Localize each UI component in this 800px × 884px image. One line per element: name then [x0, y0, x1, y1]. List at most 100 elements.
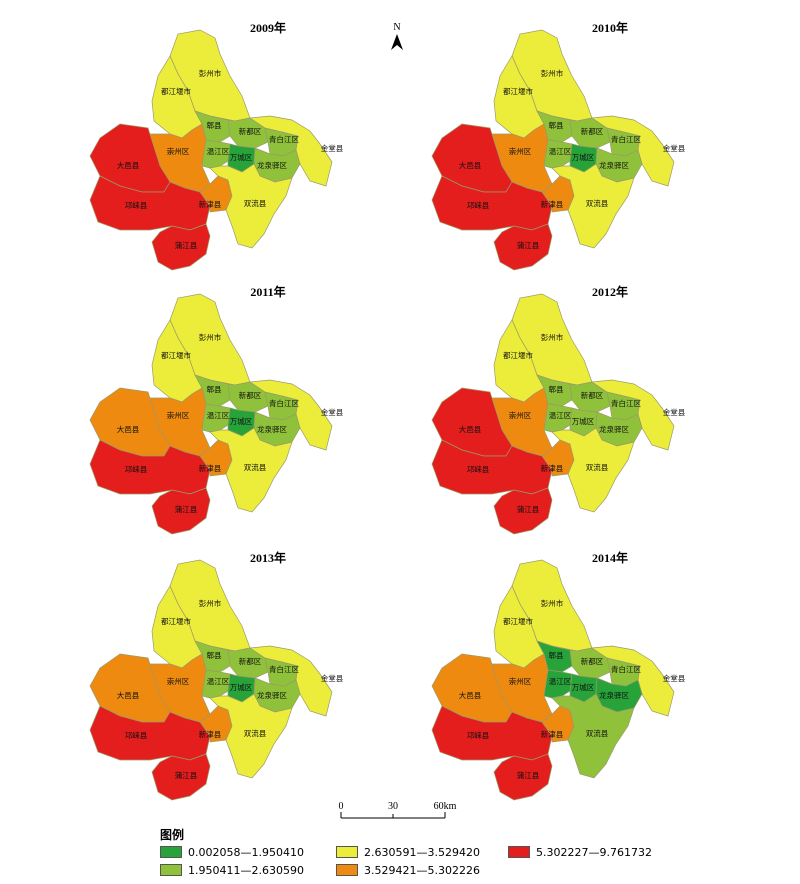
region-label-xindu: 新都区	[581, 656, 604, 666]
region-label-pixian: 郫县	[207, 384, 222, 394]
region-label-wancheng: 万城区	[572, 153, 595, 162]
region-label-xindu: 新都区	[239, 126, 262, 136]
region-label-xinjin: 新津县	[541, 199, 564, 209]
region-label-dayi: 大邑县	[459, 424, 482, 434]
region-label-qingbaijiang: 青白江区	[611, 134, 641, 144]
region-label-wancheng: 万城区	[230, 153, 253, 162]
region-label-dayi: 大邑县	[117, 690, 140, 700]
region-wenjiang	[201, 669, 231, 699]
legend-title: 图例	[160, 828, 185, 842]
region-pujiang	[493, 223, 553, 271]
region-label-shuangliu: 双流县	[586, 462, 609, 472]
region-label-pengzhou: 彭州市	[541, 68, 564, 78]
legend-item-3: 2.630591—3.529420	[336, 844, 480, 860]
region-label-pengzhou: 彭州市	[199, 332, 222, 342]
region-label-chongzhou: 崇州区	[167, 677, 190, 686]
region-label-wenjiang: 温江区	[549, 677, 572, 686]
region-label-pujiang: 蒲江县	[517, 770, 540, 780]
region-label-pixian: 郫县	[207, 120, 222, 130]
region-label-chongzhou: 崇州区	[509, 677, 532, 686]
region-wenjiang	[543, 139, 573, 169]
legend-item-5: 5.302227—9.761732	[508, 844, 652, 860]
region-label-jintang: 金堂县	[663, 143, 686, 153]
legend-label-1: 0.002058—1.950410	[188, 845, 304, 859]
legend-swatch-4	[336, 864, 358, 876]
region-jintang	[248, 379, 333, 451]
region-label-pengzhou: 彭州市	[541, 332, 564, 342]
region-label-pengzhou: 彭州市	[199, 68, 222, 78]
region-label-pujiang: 蒲江县	[175, 240, 198, 250]
region-label-longquanyi: 龙泉驿区	[257, 160, 287, 170]
region-label-longquanyi: 龙泉驿区	[257, 424, 287, 434]
region-label-qingbaijiang: 青白江区	[611, 398, 641, 408]
region-wenjiang	[543, 669, 573, 699]
region-label-wancheng: 万城区	[230, 417, 253, 426]
region-label-xinjin: 新津县	[199, 729, 222, 739]
region-label-qingbaijiang: 青白江区	[269, 398, 299, 408]
region-pujiang	[151, 487, 211, 535]
region-label-shuangliu: 双流县	[586, 728, 609, 738]
region-label-qingbaijiang: 青白江区	[269, 134, 299, 144]
region-label-dayi: 大邑县	[117, 424, 140, 434]
region-shuangliu	[551, 427, 635, 513]
region-label-jintang: 金堂县	[663, 407, 686, 417]
legend-label-4: 3.529421—5.302226	[364, 863, 480, 877]
region-wenjiang	[201, 139, 231, 169]
region-label-shuangliu: 双流县	[244, 728, 267, 738]
region-jintang	[248, 115, 333, 187]
region-label-wancheng: 万城区	[572, 683, 595, 692]
region-label-shuangliu: 双流县	[244, 462, 267, 472]
region-shuangliu	[551, 163, 635, 249]
north-arrow: N	[391, 22, 403, 50]
region-label-qingbaijiang: 青白江区	[611, 664, 641, 674]
region-label-qionglai: 邛崃县	[467, 200, 490, 210]
region-label-chongzhou: 崇州区	[167, 411, 190, 420]
region-label-dujiangyan: 都江堰市	[503, 86, 533, 96]
region-pujiang	[493, 487, 553, 535]
region-label-xinjin: 新津县	[199, 199, 222, 209]
legend-item-2: 1.950411—2.630590	[160, 862, 304, 878]
region-label-qionglai: 邛崃县	[467, 730, 490, 740]
north-arrow-icon	[391, 34, 403, 50]
region-label-shuangliu: 双流县	[586, 198, 609, 208]
north-label: N	[393, 22, 400, 33]
region-jintang	[590, 115, 675, 187]
region-label-xinjin: 新津县	[199, 463, 222, 473]
legend-item-4: 3.529421—5.302226	[336, 862, 480, 878]
region-label-dayi: 大邑县	[459, 690, 482, 700]
region-label-jintang: 金堂县	[321, 143, 344, 153]
region-label-pixian: 郫县	[549, 650, 564, 660]
region-wenjiang	[543, 403, 573, 433]
region-label-xindu: 新都区	[239, 390, 262, 400]
region-label-wenjiang: 温江区	[207, 411, 230, 420]
region-label-qionglai: 邛崃县	[467, 464, 490, 474]
region-label-xindu: 新都区	[581, 126, 604, 136]
region-shuangliu	[209, 427, 293, 513]
region-label-dujiangyan: 都江堰市	[503, 350, 533, 360]
region-jintang	[248, 645, 333, 717]
region-label-qionglai: 邛崃县	[125, 730, 148, 740]
legend-swatch-1	[160, 846, 182, 858]
region-label-longquanyi: 龙泉驿区	[599, 160, 629, 170]
region-label-jintang: 金堂县	[663, 673, 686, 683]
region-label-longquanyi: 龙泉驿区	[599, 424, 629, 434]
region-shuangliu	[209, 693, 293, 779]
legend-swatch-5	[508, 846, 530, 858]
region-label-qionglai: 邛崃县	[125, 200, 148, 210]
region-label-pixian: 郫县	[549, 120, 564, 130]
region-label-jintang: 金堂县	[321, 673, 344, 683]
map-title: 2010年	[592, 20, 628, 35]
region-qionglai	[431, 705, 553, 761]
region-label-dujiangyan: 都江堰市	[161, 86, 191, 96]
region-label-longquanyi: 龙泉驿区	[257, 690, 287, 700]
region-label-wenjiang: 温江区	[549, 147, 572, 156]
map-title: 2014年	[592, 550, 628, 565]
region-label-pengzhou: 彭州市	[199, 598, 222, 608]
